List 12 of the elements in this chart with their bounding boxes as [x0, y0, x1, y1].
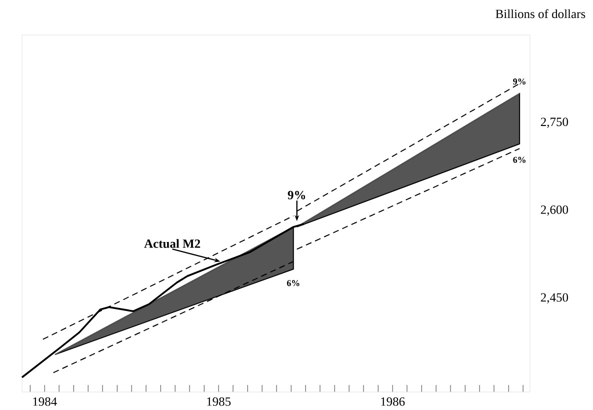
annotation: 6%	[286, 280, 300, 286]
x-tick-label: 1985	[207, 397, 231, 406]
x-tick-label: 1984	[33, 397, 57, 406]
annotation: 9%	[288, 190, 306, 200]
y-tick-label: 2,600	[540, 205, 568, 216]
y-tick-label: 2,750	[540, 118, 568, 128]
y-tick-label: 2,450	[540, 293, 568, 304]
y-axis-title: Billions of dollars	[496, 9, 586, 18]
annotation: 6%	[513, 156, 526, 163]
annotation: Actual M2	[144, 239, 200, 248]
annotation: 9%	[513, 78, 526, 85]
x-tick-label: 1986	[381, 397, 405, 406]
